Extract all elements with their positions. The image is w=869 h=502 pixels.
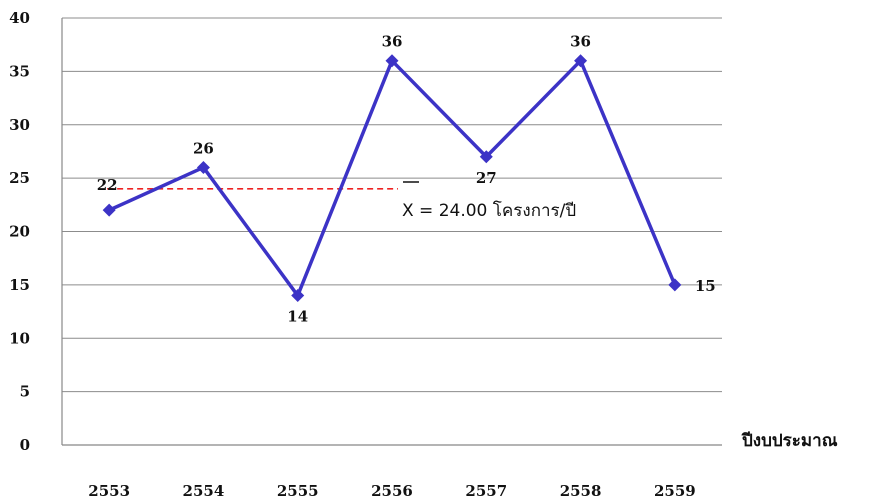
y-tick-label: 15 <box>9 276 30 294</box>
data-point-marker <box>479 150 493 164</box>
mean-annotation: X = 24.00 โครงการ/ปี <box>402 181 576 221</box>
x-tick-label: 2557 <box>465 482 507 500</box>
x-axis-title: ปีงบประมาณ <box>741 430 838 451</box>
y-tick-label: 25 <box>9 169 30 187</box>
data-label: 27 <box>476 169 497 187</box>
mean-label: X = 24.00 โครงการ/ปี <box>402 200 576 221</box>
data-labels: 22 26 14 36 27 36 15 <box>97 33 716 326</box>
mean-value-label: = 24.00 โครงการ/ปี <box>414 200 577 221</box>
x-tick-label: 2558 <box>560 482 602 500</box>
data-label: 15 <box>695 277 716 295</box>
series-markers <box>102 54 682 303</box>
y-tick-label: 35 <box>9 62 30 80</box>
x-tick-label: 2556 <box>371 482 413 500</box>
x-tick-label: 2559 <box>654 482 696 500</box>
data-point-marker <box>385 54 399 68</box>
y-tick-label: 40 <box>9 9 30 27</box>
y-tick-label: 5 <box>20 383 30 401</box>
x-tick-label: 2555 <box>277 482 319 500</box>
data-point-marker <box>574 54 588 68</box>
y-tick-label: 20 <box>9 223 30 241</box>
data-label: 26 <box>193 139 214 157</box>
y-tick-label: 10 <box>9 329 30 347</box>
gridlines <box>61 17 722 446</box>
y-axis-ticks: 0 5 10 15 20 25 30 35 40 <box>9 9 30 454</box>
data-point-marker <box>291 289 305 303</box>
mean-symbol: X <box>402 201 414 221</box>
x-tick-label: 2553 <box>88 482 130 500</box>
x-tick-label: 2554 <box>183 482 225 500</box>
y-tick-label: 0 <box>20 436 30 454</box>
data-point-marker <box>102 203 116 217</box>
data-point-marker <box>668 278 682 292</box>
data-label: 36 <box>382 33 403 51</box>
data-point-marker <box>196 160 210 174</box>
data-label: 36 <box>570 33 591 51</box>
x-axis-ticks: 2553 2554 2555 2556 2557 2558 2559 <box>88 482 695 500</box>
y-tick-label: 30 <box>9 116 30 134</box>
data-label: 22 <box>97 176 118 194</box>
data-label: 14 <box>287 308 308 326</box>
